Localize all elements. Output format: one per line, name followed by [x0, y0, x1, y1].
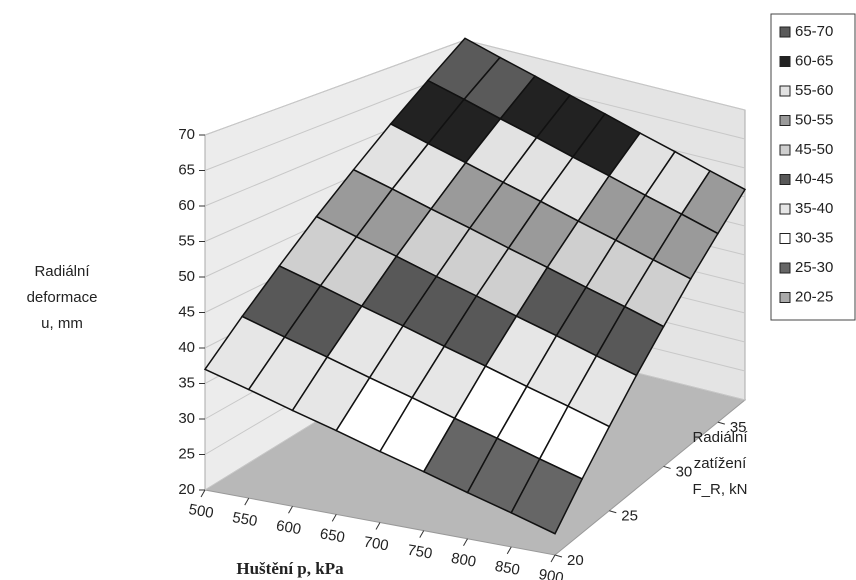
x-axis-label: Huštění p, kPa — [236, 559, 344, 578]
x-tick-label: 550 — [231, 509, 259, 530]
legend-label: 65-70 — [795, 23, 833, 40]
z-tick-label: 50 — [178, 268, 195, 285]
z-tick-label: 45 — [178, 303, 195, 320]
x-tick-label: 900 — [537, 566, 565, 580]
legend-swatch — [779, 233, 791, 244]
legend-label: 25-30 — [795, 259, 833, 276]
y-axis-label: zatížení — [694, 455, 747, 472]
legend-label: 35-40 — [795, 200, 833, 217]
z-tick-label: 55 — [178, 232, 195, 249]
x-tick — [288, 506, 293, 514]
legend-swatch — [779, 115, 791, 126]
legend-label: 60-65 — [795, 52, 833, 69]
legend-label: 50-55 — [795, 111, 833, 128]
y-tick — [609, 510, 617, 514]
y-axis-label: F_R, kN — [692, 481, 747, 498]
x-tick — [244, 497, 250, 506]
legend-label: 55-60 — [795, 82, 833, 99]
z-tick-label: 65 — [178, 161, 195, 178]
y-tick — [717, 421, 725, 425]
y-axis-label: Radiální — [692, 429, 748, 446]
x-tick — [200, 489, 206, 498]
z-axis-label: deformace — [27, 289, 98, 306]
x-tick — [506, 546, 512, 555]
legend-label: 20-25 — [795, 288, 833, 305]
y-tick-label: 25 — [621, 508, 638, 525]
x-tick-label: 600 — [275, 517, 303, 538]
legend-swatch — [779, 203, 791, 215]
z-tick-label: 70 — [178, 126, 195, 143]
y-tick-label: 30 — [676, 463, 693, 480]
z-tick-label: 30 — [178, 410, 195, 427]
x-tick-label: 700 — [362, 533, 390, 554]
y-tick-label: 35 — [730, 419, 747, 436]
x-tick-label: 650 — [319, 525, 347, 546]
x-tick — [375, 522, 381, 530]
x-tick — [331, 514, 337, 522]
y-tick-label: 20 — [567, 552, 584, 569]
legend-swatch — [779, 262, 791, 274]
z-tick-label: 60 — [178, 197, 195, 214]
legend-swatch — [779, 26, 791, 38]
z-tick-label: 35 — [178, 374, 195, 391]
surface-cell — [510, 457, 584, 535]
legend-label: 40-45 — [795, 170, 833, 187]
z-tick-label: 25 — [178, 445, 195, 462]
legend-label: 30-35 — [795, 229, 833, 246]
y-tick — [554, 554, 563, 558]
legend-swatch — [779, 292, 791, 303]
x-tick-label: 850 — [494, 558, 522, 579]
x-tick — [550, 554, 556, 563]
legend-swatch — [779, 56, 791, 67]
legend-swatch — [779, 85, 791, 97]
x-tick-label: 500 — [187, 501, 215, 522]
legend-label: 45-50 — [795, 141, 833, 158]
z-tick-label: 40 — [178, 339, 195, 356]
z-axis-label: Radiální — [34, 263, 90, 280]
x-tick-label: 800 — [450, 550, 478, 571]
x-tick-label: 750 — [406, 542, 434, 563]
legend-swatch — [779, 144, 791, 156]
x-tick — [463, 538, 468, 546]
z-axis-label: u, mm — [41, 315, 83, 332]
legend-swatch — [779, 174, 791, 185]
z-tick-label: 20 — [178, 481, 195, 498]
y-tick — [663, 465, 671, 469]
x-tick — [419, 530, 425, 538]
